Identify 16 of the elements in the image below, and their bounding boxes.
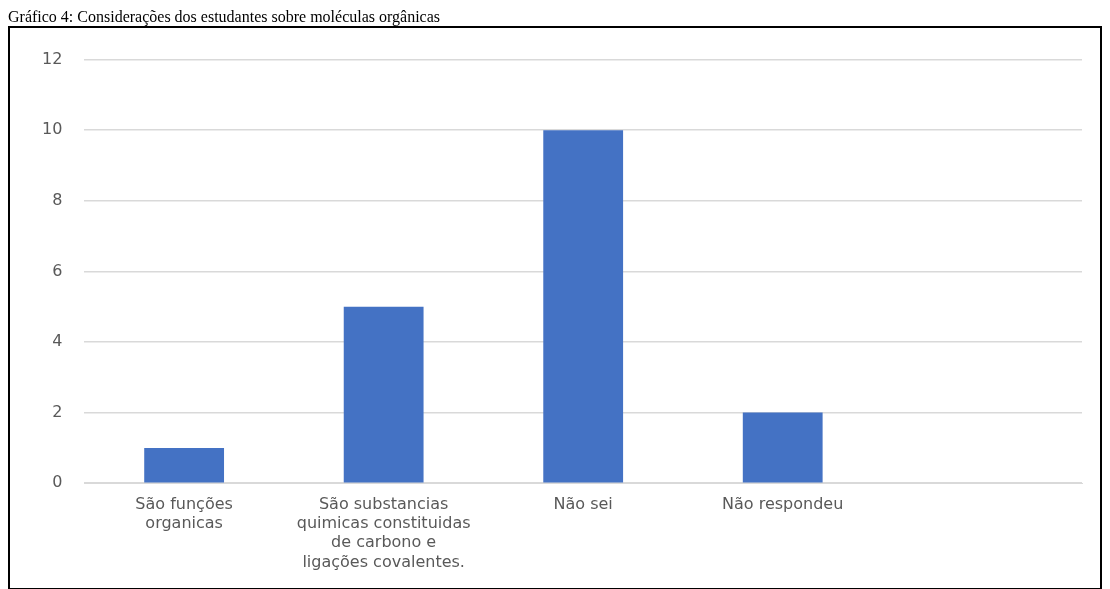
x-tick-label: Não sei	[553, 493, 613, 513]
bar	[742, 412, 823, 483]
bar	[343, 306, 424, 483]
y-tick-label: 2	[52, 401, 63, 421]
x-tick-label: Não respondeu	[722, 493, 844, 513]
y-tick-label: 8	[52, 189, 63, 209]
bar	[543, 130, 624, 483]
y-tick-label: 10	[42, 119, 63, 139]
y-tick-label: 4	[52, 331, 63, 351]
y-tick-label: 6	[52, 260, 63, 280]
x-tick-label: São substancias quimicas constituidas de carbono e ligações covalentes.	[296, 493, 471, 571]
chart-title: Gráfico 4: Considerações dos estudantes sobre moléculas orgânicas	[8, 8, 442, 26]
bar	[144, 447, 225, 483]
y-tick-label: 0	[52, 472, 63, 492]
x-tick-label: São funções organicas	[135, 493, 233, 533]
y-tick-label: 12	[42, 48, 63, 68]
